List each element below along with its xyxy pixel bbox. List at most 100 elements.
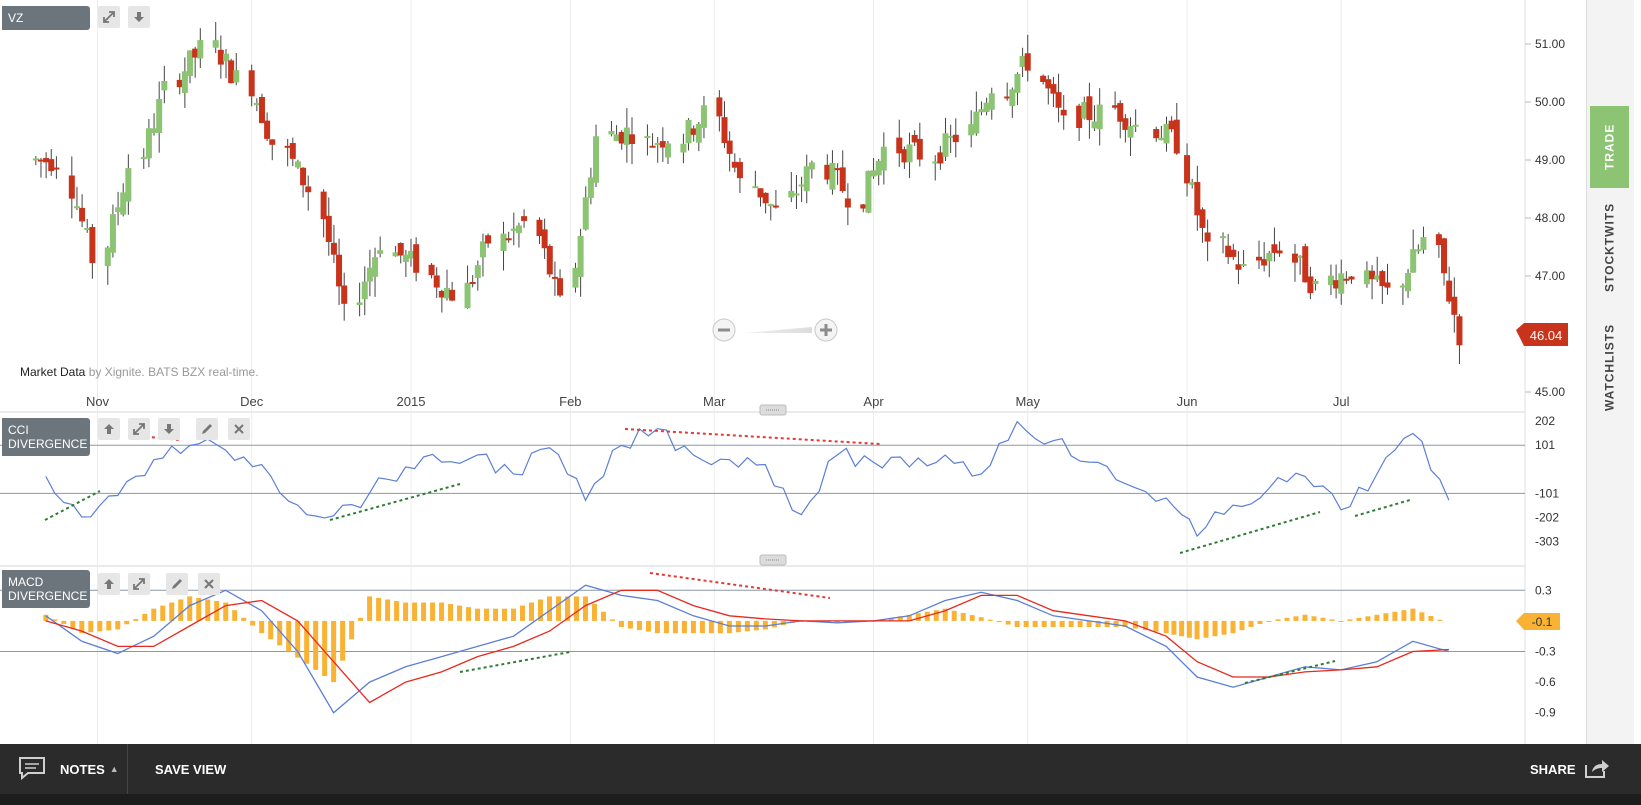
macd-histogram-bar [421,602,427,621]
macd-histogram-bar [1023,620,1029,628]
pencil-icon[interactable] [166,573,188,595]
notes-button[interactable]: NOTES ▲ [18,744,119,794]
arrow-up-icon[interactable] [98,573,120,595]
candle-body [659,141,666,148]
candle-body [1415,249,1422,252]
candle-body [500,233,507,251]
macd-histogram-bar [1320,617,1326,621]
grip-icon[interactable] [759,404,787,416]
macd-histogram-bar [1077,620,1083,628]
caret-up-icon: ▲ [109,764,119,774]
candle-body [829,162,836,190]
candle-body [1194,182,1201,216]
macd-histogram-bar [591,604,597,621]
macd-histogram-bar [502,608,508,621]
macd-histogram-bar [960,612,966,621]
candle-body [438,290,445,298]
macd-histogram-bar [52,619,58,621]
footer-toolbar: NOTES ▲ SAVE VIEW SHARE [0,744,1641,794]
macd-histogram-bar [313,620,319,670]
candle-body [479,241,486,258]
arrow-down-icon[interactable] [128,6,150,28]
candle-body [541,229,548,249]
market-data-label: Market Data [20,365,86,379]
candle-body [916,138,923,160]
candle-body [870,170,877,177]
tab-trade[interactable]: TRADE [1590,106,1629,188]
macd-histogram-bar [412,602,418,621]
macd-histogram-bar [969,615,975,621]
macd-histogram-bar [511,608,517,621]
candle-body [408,250,415,259]
cci-label-tag[interactable]: CCI DIVERGENCE [2,418,90,456]
macd-histogram-bar [70,620,76,629]
candle-body [973,111,980,134]
macd-histogram-bar [834,620,840,624]
candle-body [233,70,240,83]
macd-histogram-bar [645,620,651,632]
arrow-down-icon[interactable] [158,418,180,440]
expand-icon[interactable] [128,418,150,440]
macd-histogram-bar [358,617,364,621]
candle-body [248,70,255,97]
candle-body [73,206,80,209]
macd-histogram-bar [654,620,660,634]
pencil-icon[interactable] [196,418,218,440]
macd-histogram-bar [1302,614,1308,621]
candle-body [258,97,265,124]
macd-label-tag[interactable]: MACD DIVERGENCE [2,570,90,608]
macd-histogram-bar [699,620,705,634]
candle-body [577,235,584,277]
candle-body [1410,249,1417,273]
save-view-button[interactable]: SAVE VIEW [155,744,226,794]
macd-tick-label: -0.9 [1535,706,1556,720]
tab-stocktwits[interactable]: STOCKTWITS [1590,192,1629,302]
save-view-label: SAVE VIEW [155,761,227,777]
candle-body [1009,89,1016,106]
candle-body [1163,123,1170,144]
candle-body [1374,275,1381,280]
footer-bottom-strip [0,794,1641,805]
close-icon[interactable] [228,418,250,440]
candle-body [1132,124,1139,127]
macd-histogram-bar [690,620,696,634]
macd-histogram-bar [1347,619,1353,621]
zoom-control[interactable] [712,318,838,342]
macd-histogram-bar [1365,616,1371,621]
candle-body [1302,246,1309,283]
macd-histogram-bar [484,608,490,621]
zoom-slider[interactable] [744,327,812,333]
macd-histogram-bar [106,620,112,631]
symbol-tag[interactable]: VZ [2,6,90,30]
market-data-source: by Xignite. BATS BZX real-time. [88,365,259,379]
candle-body [366,267,373,282]
macd-histogram-bar [439,602,445,621]
macd-histogram-bar [304,620,310,664]
grip-icon[interactable] [759,554,787,566]
zoom-out-glyph [718,328,730,332]
close-icon[interactable] [198,573,220,595]
candle-body [305,186,312,193]
macd-histogram-bar [124,620,130,625]
tab-watchlists[interactable]: WATCHLISTS [1590,312,1629,422]
candle-body [1076,105,1083,128]
notes-label: NOTES [60,761,105,777]
macd-histogram-bar [151,608,157,621]
macd-histogram-bar [1113,620,1119,628]
candle-body [736,162,743,179]
share-button[interactable]: SHARE [1530,744,1610,794]
macd-histogram-bar [457,605,463,621]
macd-histogram-bar [475,608,481,621]
expand-icon[interactable] [98,6,120,28]
candle-body [1019,55,1026,67]
candle-body [716,97,723,117]
arrow-up-icon[interactable] [98,418,120,440]
candle-body [125,168,132,202]
candle-body [161,80,168,91]
candle-body [629,134,636,144]
candle-body [793,193,800,196]
expand-icon[interactable] [128,573,150,595]
macd-tick-label: -0.3 [1535,645,1556,659]
macd-histogram-bar [1050,620,1056,628]
